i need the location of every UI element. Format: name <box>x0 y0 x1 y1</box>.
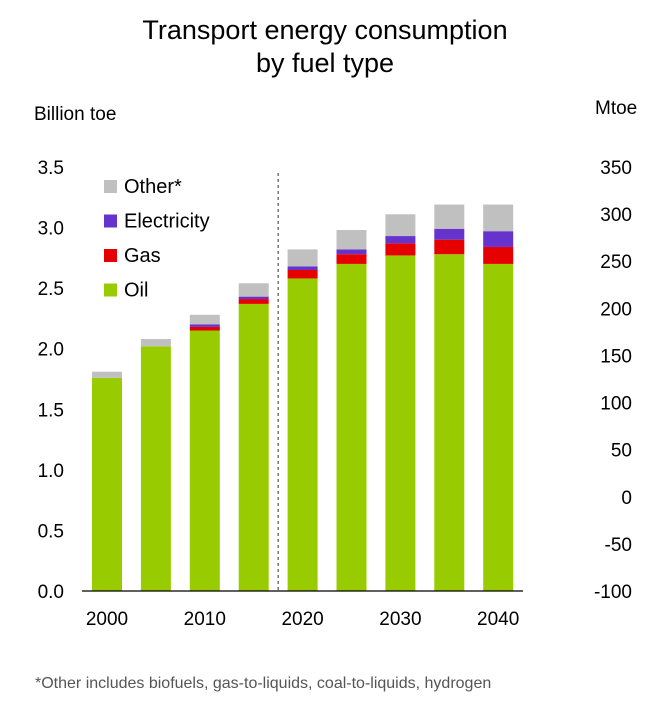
bar-segment-electricity-2016 <box>238 296 269 300</box>
bar-segment-other-2016 <box>238 283 269 297</box>
right-axis-tick-label: 250 <box>600 252 632 273</box>
bar-segment-gas-2016 <box>238 299 269 304</box>
right-axis-unit-label: Mtoe <box>595 98 638 119</box>
chart-title-line-1: Transport energy consumption <box>142 15 508 45</box>
right-axis-tick-label: 50 <box>611 441 632 462</box>
legend-swatch-gas <box>104 249 117 262</box>
bar-segment-oil-2025 <box>336 263 367 591</box>
left-axis-tick-label: 1.0 <box>38 461 64 482</box>
right-axis-tick-label: 0 <box>621 488 632 509</box>
bar-segment-electricity-2030 <box>385 236 416 244</box>
bar-segment-other-2020 <box>287 249 318 267</box>
legend-label-electricity: Electricity <box>124 211 210 233</box>
bar-segment-other-2000 <box>92 371 122 378</box>
legend-swatch-electricity <box>104 214 117 228</box>
legend-swatch-other <box>104 180 117 193</box>
left-axis-tick-label: 2.0 <box>38 340 64 361</box>
right-axis-tick-label: 100 <box>600 394 632 415</box>
bar-segment-gas-2020 <box>287 269 318 279</box>
bar-segment-other-2040 <box>483 204 514 232</box>
left-axis-unit-label: Billion toe <box>34 104 117 125</box>
left-axis-tick-label: 1.5 <box>38 400 64 421</box>
chart-title-line-2: by fuel type <box>255 48 395 78</box>
bar-segment-electricity-2020 <box>287 266 318 270</box>
bar-segment-oil-2030 <box>385 255 416 592</box>
bar-segment-other-2010 <box>189 314 220 325</box>
bar-segment-electricity-2010 <box>189 324 220 327</box>
left-axis-tick-label: 3.5 <box>38 158 64 179</box>
bar-segment-other-2005 <box>140 339 171 347</box>
bar-segment-oil-2005 <box>140 346 171 591</box>
bar-segment-oil-2020 <box>287 278 318 591</box>
footnote: *Other includes biofuels, gas-to-liquids… <box>35 675 492 692</box>
legend-label-gas: Gas <box>124 245 161 267</box>
left-axis-tick-label: 3.0 <box>38 219 64 240</box>
right-axis-tick-label: -100 <box>594 582 632 603</box>
chart-title: Transport energy consumption by fuel typ… <box>0 14 650 80</box>
bar-segment-electricity-2035 <box>434 228 465 240</box>
x-axis-tick-label: 2000 <box>86 609 128 630</box>
bar-segment-oil-2035 <box>434 254 465 592</box>
right-axis-tick-label: 350 <box>600 158 632 179</box>
bar-segment-other-2025 <box>336 229 367 250</box>
bar-segment-oil-2010 <box>189 330 220 591</box>
legend-swatch-oil <box>104 283 117 297</box>
legend-label-other: Other* <box>124 176 182 198</box>
bar-segment-electricity-2040 <box>483 231 514 247</box>
bar-segment-oil-2000 <box>92 377 122 591</box>
bar-segment-electricity-2025 <box>336 249 367 255</box>
bar-segment-gas-2040 <box>483 246 514 264</box>
bar-segment-gas-2030 <box>385 243 416 256</box>
right-axis-tick-label: 150 <box>600 346 632 367</box>
x-axis-tick-label: 2030 <box>379 609 421 630</box>
right-axis-tick-label: 300 <box>600 205 632 226</box>
x-axis-tick-label: 2020 <box>281 609 323 630</box>
left-axis-tick-label: 0.0 <box>38 582 64 603</box>
bar-segment-oil-2040 <box>483 263 514 591</box>
left-axis-tick-label: 0.5 <box>38 521 64 542</box>
x-axis-tick-label: 2040 <box>477 609 519 630</box>
right-axis-tick-label: 200 <box>600 299 632 320</box>
bar-segment-gas-2025 <box>336 254 367 264</box>
bar-segment-other-2035 <box>434 204 465 229</box>
left-axis-tick-label: 2.5 <box>38 279 64 300</box>
bar-segment-oil-2016 <box>238 303 269 591</box>
bar-segment-other-2030 <box>385 214 416 237</box>
bar-segment-gas-2035 <box>434 239 465 255</box>
right-axis-tick-label: -50 <box>605 535 632 556</box>
bar-segment-gas-2010 <box>189 326 220 331</box>
legend-label-oil: Oil <box>124 280 148 302</box>
x-axis-tick-label: 2010 <box>184 609 226 630</box>
